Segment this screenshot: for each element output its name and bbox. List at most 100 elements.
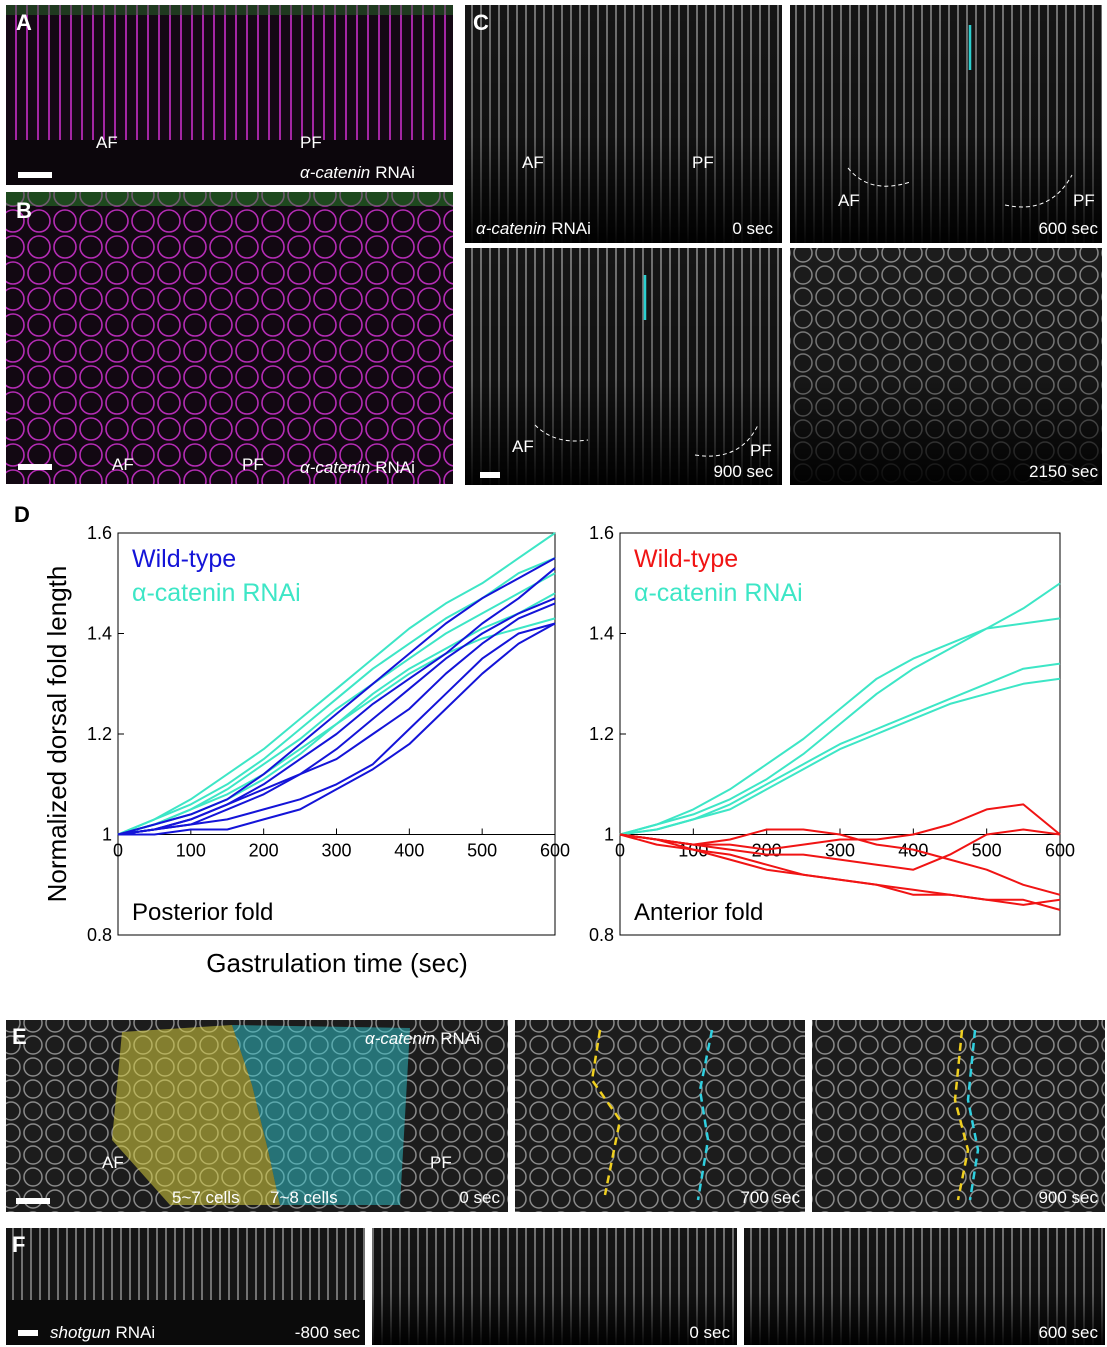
genotype: α-catenin RNAi	[300, 163, 415, 182]
label: AF	[96, 133, 118, 152]
micrograph	[812, 1020, 1105, 1212]
scale-bar	[18, 172, 52, 178]
data-line	[620, 618, 1060, 834]
x-tick-label: 500	[972, 841, 1002, 861]
y-tick-label: 0.8	[589, 925, 614, 945]
micrograph-shade	[372, 1228, 737, 1345]
label: PF	[1073, 191, 1095, 210]
y-tick-label: 1	[102, 825, 112, 845]
label: PF	[242, 455, 264, 474]
data-line	[620, 679, 1060, 835]
gene: α-catenin	[365, 1029, 435, 1048]
panel-f: F shotgun RNAi -800 sec 0 sec 600 sec	[6, 1228, 1105, 1345]
y-axis-label: Normalized dorsal fold length	[42, 566, 72, 903]
time: 900 sec	[713, 462, 773, 481]
label: PF	[692, 153, 714, 172]
label: AF	[838, 191, 860, 210]
genotype: α-catenin RNAi	[300, 458, 415, 477]
apical-signal	[6, 5, 453, 15]
genotype: α-catenin RNAi	[476, 219, 591, 238]
genotype: shotgun RNAi	[50, 1323, 155, 1342]
panel-letter: C	[473, 10, 489, 35]
panel-letter: D	[14, 502, 30, 527]
scale-bar	[18, 464, 52, 470]
panel-letter: F	[12, 1232, 25, 1257]
rnai: RNAi	[551, 219, 591, 238]
micrograph	[6, 192, 453, 484]
apical-signal	[6, 192, 453, 206]
time: -800 sec	[295, 1323, 361, 1342]
rnai: RNAi	[375, 458, 415, 477]
label: AF	[102, 1153, 124, 1172]
data-line	[118, 618, 555, 834]
micrograph	[515, 1020, 805, 1212]
y-tick-label: 1.4	[87, 624, 112, 644]
region-label: 5~7 cells	[172, 1188, 240, 1207]
region-label: 7~8 cells	[270, 1188, 338, 1207]
rnai: RNAi	[116, 1323, 156, 1342]
genotype: α-catenin RNAi	[365, 1029, 480, 1048]
gene: α-catenin	[476, 219, 546, 238]
scale-bar	[480, 472, 500, 478]
data-line	[118, 573, 555, 834]
scale-bar	[16, 1198, 50, 1204]
label: PF	[300, 133, 322, 152]
time: 2150 sec	[1029, 462, 1098, 481]
label: AF	[512, 437, 534, 456]
x-tick-label: 200	[249, 841, 279, 861]
micrograph-shade	[465, 5, 782, 243]
rnai: RNAi	[375, 163, 415, 182]
time: 0 sec	[732, 219, 773, 238]
y-tick-label: 1.2	[87, 724, 112, 744]
annotation: Anterior fold	[634, 899, 763, 926]
time: 900 sec	[1038, 1188, 1098, 1207]
label: PF	[750, 441, 772, 460]
scale-bar	[18, 1330, 38, 1336]
data-line	[118, 598, 555, 834]
x-tick-label: 0	[113, 841, 123, 861]
rnai: RNAi	[440, 1029, 480, 1048]
micrograph-shade	[790, 5, 1102, 243]
x-tick-label: 100	[176, 841, 206, 861]
legend-entry: Wild-type	[132, 545, 236, 573]
annotation: Posterior fold	[132, 899, 273, 926]
panel-a: A AF PF α-catenin RNAi	[6, 5, 453, 185]
gene: α-catenin	[300, 458, 370, 477]
label: AF	[112, 455, 134, 474]
x-tick-label: 0	[615, 841, 625, 861]
time: 0 sec	[459, 1188, 500, 1207]
legend-entry: Wild-type	[634, 545, 738, 573]
x-tick-label: 600	[540, 841, 570, 861]
panel-letter: A	[16, 10, 32, 35]
time: 0 sec	[689, 1323, 730, 1342]
x-tick-label: 300	[321, 841, 351, 861]
time: 600 sec	[1038, 1323, 1098, 1342]
y-tick-label: 1.4	[589, 624, 614, 644]
time: 700 sec	[740, 1188, 800, 1207]
y-tick-label: 1.2	[589, 724, 614, 744]
legend-entry: α-catenin RNAi	[132, 579, 301, 607]
panel-b: B AF PF α-catenin RNAi	[6, 192, 453, 484]
x-tick-label: 600	[1045, 841, 1075, 861]
legend-entry: α-catenin RNAi	[634, 579, 803, 607]
y-tick-label: 0.8	[87, 925, 112, 945]
panel-e: E α-catenin RNAi AF PF 5~7 cells 7~8 cell…	[6, 1020, 1105, 1212]
panel-d: D Normalized dorsal fold length Gastrula…	[14, 502, 1075, 978]
figure: A AF PF α-catenin RNAi B AF PF α-catenin R…	[0, 0, 1107, 1347]
gene: α-catenin	[300, 163, 370, 182]
time: 600 sec	[1038, 219, 1098, 238]
data-line	[118, 568, 555, 834]
y-tick-label: 1.6	[589, 523, 614, 543]
data-line	[118, 603, 555, 834]
panel-c: C AF PF α-catenin RNAi 0 sec AF PF 600 se…	[465, 5, 1102, 485]
x-axis-label: Gastrulation time (sec)	[206, 948, 468, 978]
y-tick-label: 1.6	[87, 523, 112, 543]
gene: shotgun	[50, 1323, 111, 1342]
y-tick-label: 1	[604, 825, 614, 845]
micrograph-shade	[790, 248, 1102, 485]
x-tick-label: 400	[394, 841, 424, 861]
x-tick-label: 500	[467, 841, 497, 861]
panel-letter: B	[16, 198, 32, 223]
panel-letter: E	[12, 1024, 27, 1049]
label: PF	[430, 1153, 452, 1172]
